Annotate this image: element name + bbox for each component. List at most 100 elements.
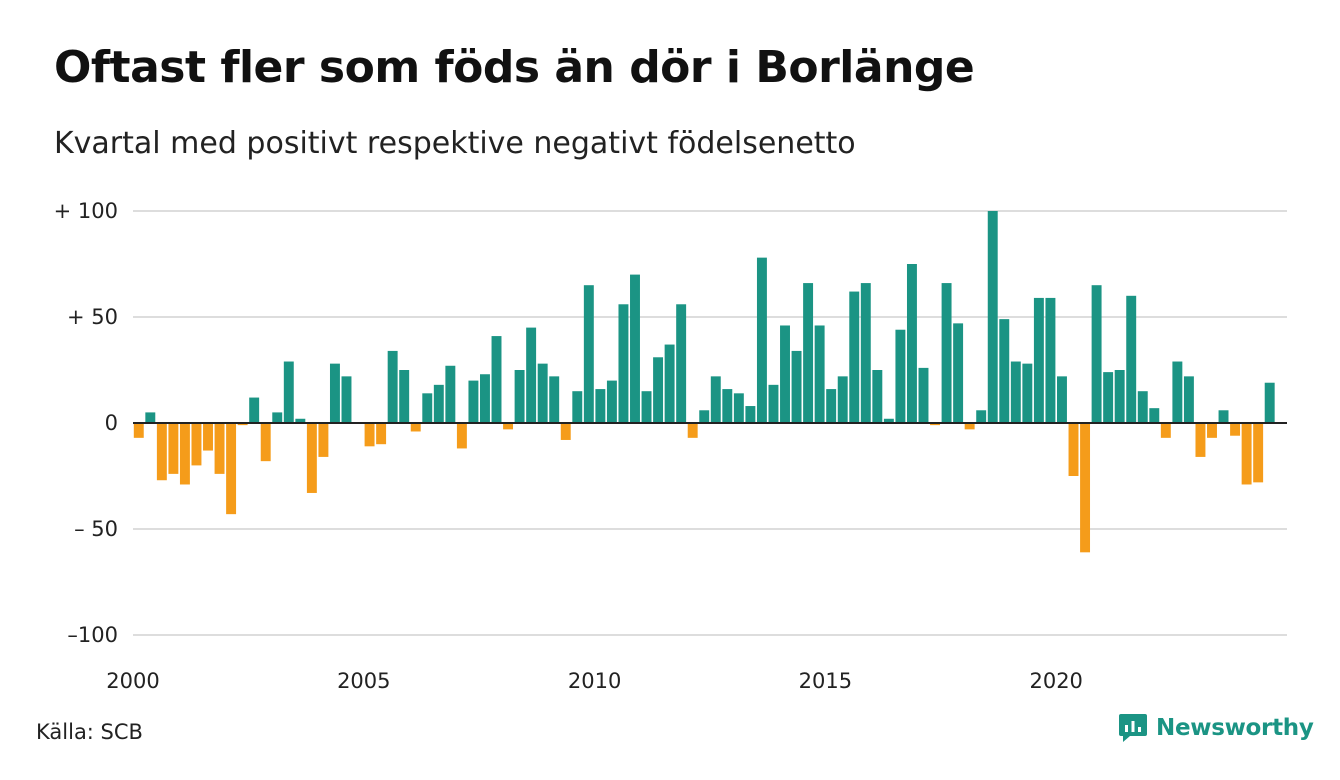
bar-2012-Q4: [722, 389, 733, 423]
bar-2020-Q2: [1068, 423, 1079, 476]
bar-2006-Q4: [445, 365, 456, 423]
bar-2001-Q4: [214, 423, 225, 474]
bar-2001-Q1: [179, 423, 190, 485]
bar-2020-Q1: [1057, 376, 1067, 423]
x-tick-label: 2010: [568, 669, 621, 693]
bar-2010-Q1: [595, 389, 606, 423]
bar-2014-Q1: [780, 325, 790, 423]
bar-2002-Q2: [237, 423, 248, 426]
bar-2021-Q2: [1114, 370, 1125, 423]
bar-2007-Q3: [480, 374, 490, 423]
x-axis-labels: 2000 2005 2010 2015 2020: [106, 669, 1083, 693]
bar-2009-Q3: [572, 391, 583, 423]
bar-2022-Q3: [1172, 361, 1183, 423]
bar-2024-Q3: [1264, 382, 1275, 423]
bar-2007-Q2: [468, 380, 479, 423]
bar-2008-Q4: [537, 363, 548, 423]
bar-2013-Q2: [745, 406, 756, 423]
bar-2014-Q2: [791, 350, 802, 423]
bar-2010-Q3: [618, 304, 629, 423]
bar-2011-Q2: [653, 357, 664, 423]
bar-2011-Q4: [676, 304, 687, 423]
bar-2012-Q2: [699, 410, 710, 423]
bar-2013-Q3: [756, 257, 767, 423]
bar-2017-Q1: [918, 367, 929, 423]
bars: [133, 211, 1275, 553]
bar-2019-Q1: [1010, 361, 1021, 423]
y-axis-labels: + 100 + 50 0 – 50 –100: [54, 199, 118, 647]
bar-2003-Q3: [295, 418, 306, 423]
x-tick-label: 2020: [1029, 669, 1082, 693]
bar-2000-Q4: [168, 423, 179, 474]
bar-2000-Q3: [156, 423, 167, 481]
bar-2002-Q3: [249, 397, 260, 423]
bar-2021-Q4: [1137, 391, 1148, 423]
x-tick-label: 2005: [337, 669, 390, 693]
y-tick-label: + 100: [54, 199, 118, 223]
bar-2006-Q2: [422, 393, 433, 423]
bar-2018-Q3: [987, 211, 998, 423]
bar-2007-Q1: [456, 423, 467, 449]
bar-2015-Q3: [849, 291, 860, 423]
bar-2008-Q2: [514, 370, 525, 423]
bar-2023-Q4: [1230, 423, 1241, 436]
bar-2022-Q4: [1183, 376, 1194, 423]
brand-logo[interactable]: Newsworthy: [1118, 712, 1314, 744]
bar-2013-Q4: [768, 384, 779, 423]
bar-2016-Q3: [895, 329, 906, 423]
bar-2016-Q1: [872, 370, 883, 423]
bar-2018-Q2: [976, 410, 987, 423]
bar-2006-Q3: [433, 384, 444, 423]
bar-2016-Q4: [906, 264, 917, 423]
bar-2013-Q1: [733, 393, 744, 423]
x-tick-label: 2015: [799, 669, 852, 693]
bar-2009-Q4: [583, 285, 594, 423]
bar-2005-Q1: [364, 423, 375, 447]
newsworthy-logo-icon: [1119, 714, 1147, 742]
bar-2023-Q1: [1195, 423, 1206, 457]
bar-2002-Q1: [226, 423, 237, 515]
bar-2014-Q3: [803, 283, 814, 423]
bar-2015-Q2: [837, 376, 848, 423]
bar-2000-Q2: [145, 412, 156, 423]
bar-2012-Q3: [710, 376, 721, 423]
bar-2003-Q2: [283, 361, 294, 423]
bar-2020-Q3: [1080, 423, 1091, 553]
bar-2008-Q3: [526, 327, 537, 423]
bar-2009-Q1: [549, 376, 560, 423]
y-tick-label: + 50: [67, 305, 118, 329]
bar-2005-Q2: [376, 423, 387, 445]
y-tick-label: –100: [67, 623, 118, 647]
bar-2001-Q2: [191, 423, 202, 466]
chart-subtitle: Kvartal med positivt respektive negativt…: [54, 126, 856, 161]
bar-2017-Q3: [941, 283, 952, 423]
bar-2003-Q4: [306, 423, 317, 493]
bar-2017-Q4: [953, 323, 964, 423]
brand-name: Newsworthy: [1156, 715, 1314, 741]
y-tick-label: 0: [105, 411, 118, 435]
bar-2024-Q1: [1241, 423, 1252, 485]
bar-2017-Q2: [930, 423, 940, 426]
bar-2003-Q1: [272, 412, 283, 423]
bar-2008-Q1: [503, 423, 514, 430]
bar-2004-Q1: [318, 423, 329, 457]
bar-2007-Q4: [491, 336, 502, 423]
bar-2022-Q2: [1160, 423, 1171, 438]
bar-2023-Q3: [1218, 410, 1229, 423]
bar-2000-Q1: [133, 423, 144, 438]
bar-2019-Q2: [1022, 363, 1033, 423]
bar-2002-Q4: [260, 423, 271, 462]
bar-2023-Q2: [1207, 423, 1217, 438]
bar-2010-Q2: [606, 380, 617, 423]
bar-2005-Q3: [387, 350, 398, 423]
bar-2015-Q4: [860, 283, 871, 423]
bar-2004-Q2: [329, 363, 340, 423]
bar-2020-Q4: [1091, 285, 1102, 423]
bar-2005-Q4: [399, 370, 410, 423]
bar-2009-Q2: [560, 423, 571, 440]
bar-2018-Q1: [964, 423, 975, 430]
bar-2021-Q1: [1103, 372, 1114, 423]
bar-2021-Q3: [1126, 295, 1137, 423]
bar-2011-Q1: [641, 391, 652, 423]
